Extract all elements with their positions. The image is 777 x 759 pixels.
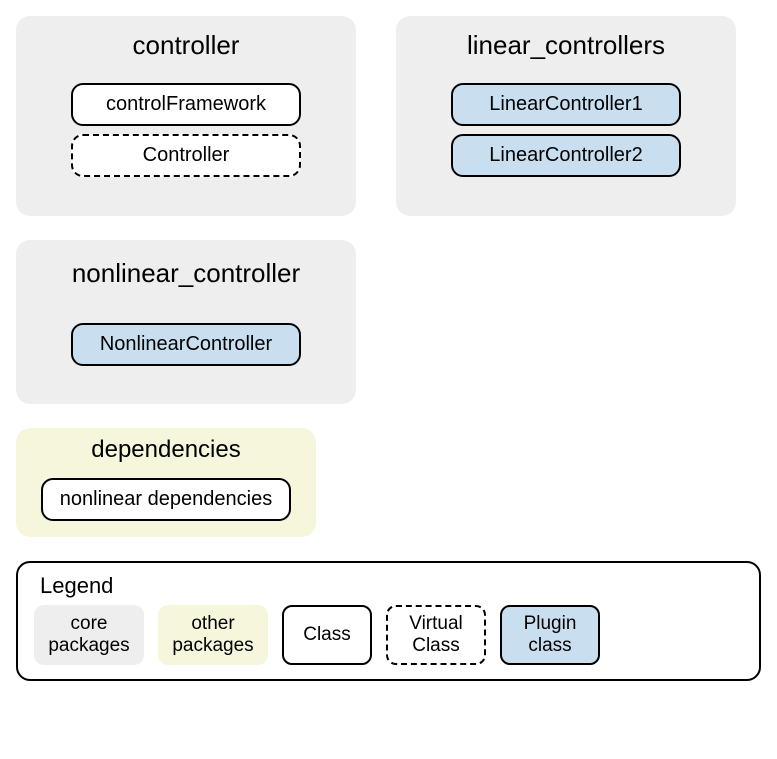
package-title: nonlinear_controller: [72, 258, 300, 289]
legend-plugin-class: Plugin class: [500, 605, 600, 665]
node-controller-virtual: Controller: [71, 134, 301, 177]
legend-virtual-class: Virtual Class: [386, 605, 486, 665]
legend-title: Legend: [40, 573, 743, 599]
legend-other-packages: other packages: [158, 605, 268, 665]
legend: Legend core packages other packages Clas…: [16, 561, 761, 681]
node-nonlinearcontroller: NonlinearController: [71, 323, 301, 366]
legend-items: core packages other packages Class Virtu…: [34, 605, 743, 665]
row-2: nonlinear_controller NonlinearController: [16, 240, 761, 404]
node-nonlinear-dependencies: nonlinear dependencies: [41, 478, 291, 521]
package-controller: controller controlFramework Controller: [16, 16, 356, 216]
package-title: dependencies: [91, 436, 240, 464]
legend-class: Class: [282, 605, 372, 665]
package-linear-controllers: linear_controllers LinearController1 Lin…: [396, 16, 736, 216]
legend-core-packages: core packages: [34, 605, 144, 665]
row-3: dependencies nonlinear dependencies: [16, 428, 761, 537]
package-title: controller: [133, 30, 240, 61]
node-linearcontroller2: LinearController2: [451, 134, 681, 177]
package-title: linear_controllers: [467, 30, 665, 61]
row-1: controller controlFramework Controller l…: [16, 16, 761, 216]
package-dependencies: dependencies nonlinear dependencies: [16, 428, 316, 537]
node-linearcontroller1: LinearController1: [451, 83, 681, 126]
package-nonlinear-controller: nonlinear_controller NonlinearController: [16, 240, 356, 404]
node-controlframework: controlFramework: [71, 83, 301, 126]
